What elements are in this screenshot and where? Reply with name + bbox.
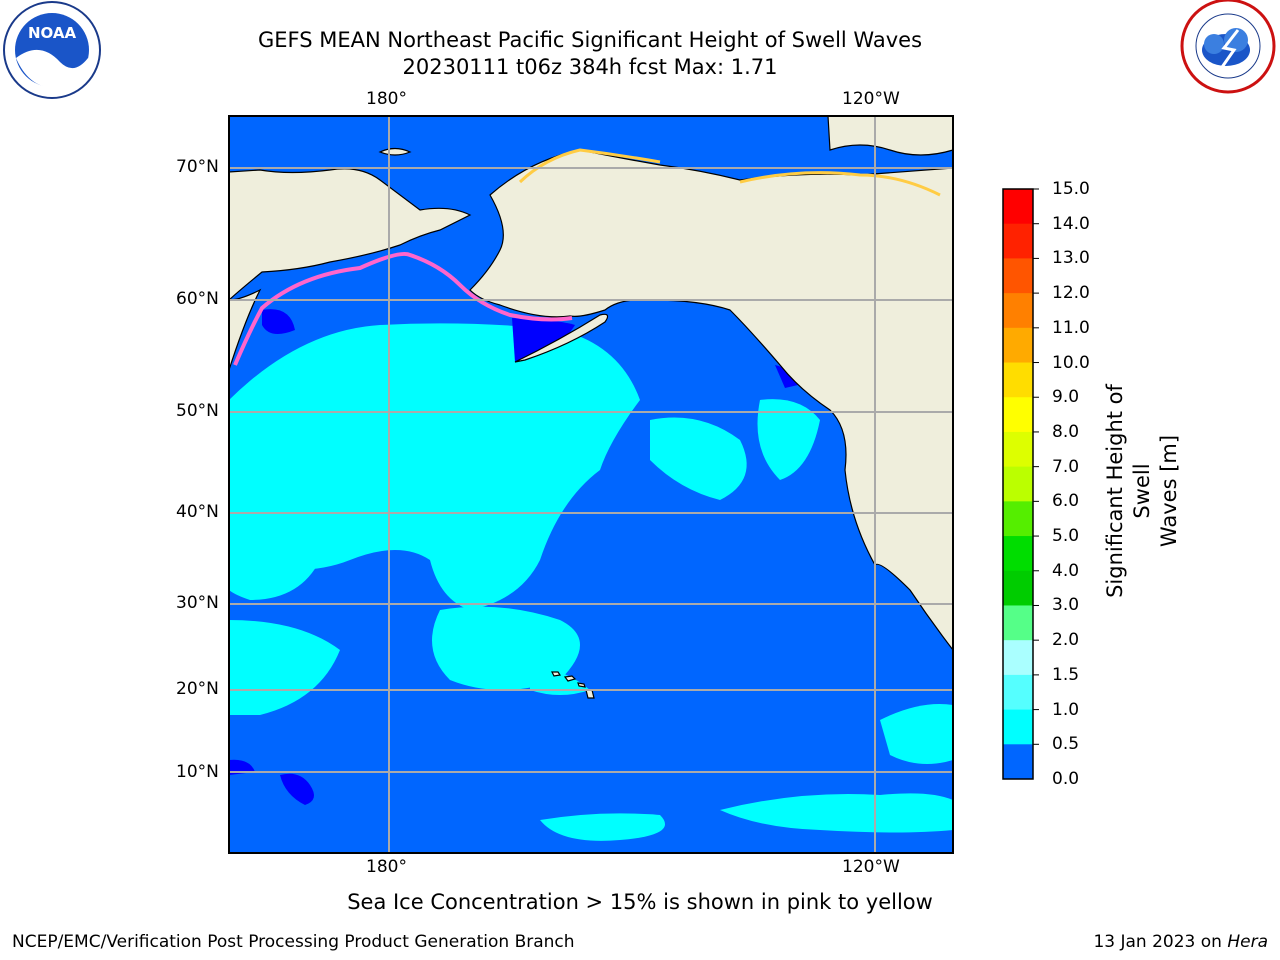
swell-1-1.5m-patches [229,323,953,841]
colorbar-segment [1003,674,1033,711]
colorbar-tick-label: 7.0 [1052,456,1080,477]
lon-label-bottom-180: 180° [366,857,407,877]
colorbar-segment [1003,501,1033,537]
colorbar-tick-label: 10.0 [1052,352,1090,373]
footer-host: Hera [1227,932,1268,952]
chart-title: GEFS MEAN Northeast Pacific Significant … [257,28,923,52]
lat-label-40n: 40°N [176,502,219,522]
colorbar-segment [1003,570,1033,606]
nws-logo-icon [1180,0,1276,94]
colorbar-tick-label: 1.5 [1052,664,1080,685]
lat-label-20n: 20°N [176,679,219,699]
noaa-logo-text: NOAA [28,24,77,42]
colorbar-tick-label: 2.0 [1052,630,1080,651]
footer-date-text: 13 Jan 2023 on [1093,932,1228,952]
colorbar-tick-label: 9.0 [1052,387,1080,408]
colorbar-segment [1003,362,1033,398]
colorbar-segment [1003,223,1033,259]
noaa-logo-icon: NOAA [3,1,101,99]
colorbar-tick-label: 0.0 [1052,769,1080,789]
colorbar-label-line2: Waves [m] [1157,434,1181,548]
colorbar-segment [1003,397,1033,433]
colorbar-tick-label: 13.0 [1052,248,1090,269]
hawaii-islands [551,671,595,699]
colorbar-tick-label: 11.0 [1052,317,1090,338]
lat-label-30n: 30°N [176,593,219,613]
colorbar-tick-label: 0.5 [1052,734,1080,755]
colorbar-label-line1: Significant Height of Swell [1103,384,1154,598]
lon-label-top-120w: 120°W [842,89,900,109]
lat-label-70n: 70°N [176,157,219,177]
map-frame [228,115,954,854]
colorbar-tick-label: 4.0 [1052,560,1080,581]
lon-label-bottom-120w: 120°W [842,857,900,877]
sea-ice-edge [233,251,573,366]
colorbar-tick-label: 5.0 [1052,526,1080,547]
sea-ice-note: Sea Ice Concentration > 15% is shown in … [347,890,933,914]
colorbar-tick-label: 3.0 [1052,595,1080,616]
sea-ice-north-edge [518,148,941,197]
colorbar-tick-label: 12.0 [1052,283,1090,304]
colorbar-segment [1003,605,1033,641]
lat-label-50n: 50°N [176,401,219,421]
colorbar-segment [1003,744,1033,780]
colorbar-label: Significant Height of Swell Waves [m] [1102,371,1181,611]
footer-branch: NCEP/EMC/Verification Post Processing Pr… [12,932,575,952]
lon-label-top-180: 180° [366,89,407,109]
colorbar-tick-label: 6.0 [1052,491,1080,512]
colorbar-segment [1003,258,1033,294]
lat-label-10n: 10°N [176,762,219,782]
colorbar [1003,188,1039,780]
colorbar-segment [1003,709,1033,745]
footer-date: 13 Jan 2023 on Hera [1093,932,1268,952]
graticule [229,116,953,853]
colorbar-segment [1003,189,1033,225]
colorbar-segment [1003,466,1033,502]
colorbar-segment [1003,431,1033,468]
land-masses [228,115,954,652]
lat-label-60n: 60°N [176,289,219,309]
colorbar-frame [1002,188,1034,780]
colorbar-tick-label: 8.0 [1052,421,1080,442]
colorbar-tick-label: 1.0 [1052,699,1080,720]
colorbar-tick-label: 14.0 [1052,213,1090,234]
swell-0-0.5m-patches [229,309,798,805]
chart-subtitle: 20230111 t06z 384h fcst Max: 1.71 [402,55,778,79]
colorbar-segment [1003,327,1033,364]
colorbar-segment [1003,536,1033,572]
colorbar-tick-label: 15.0 [1052,179,1090,199]
colorbar-segment [1003,293,1033,329]
colorbar-segment [1003,640,1033,676]
